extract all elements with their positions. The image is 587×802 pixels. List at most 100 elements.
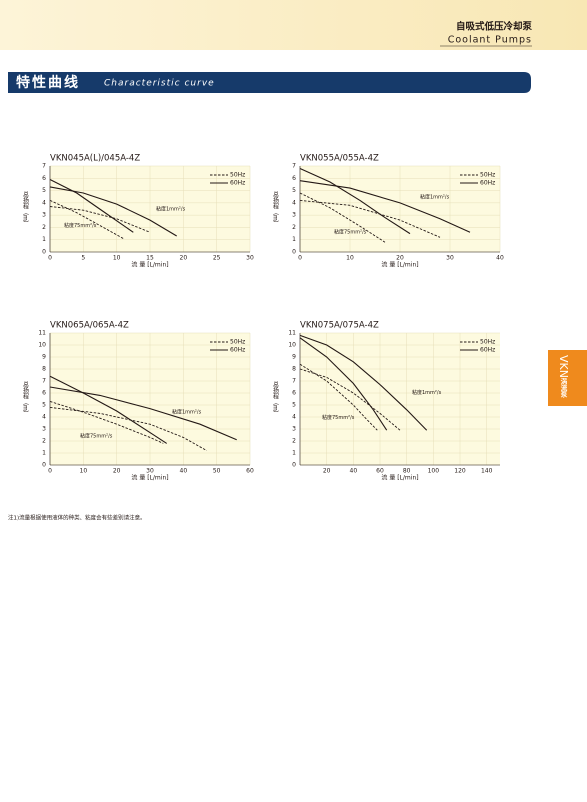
x-tick-label: 10 bbox=[346, 255, 354, 262]
legend-label: 60Hz bbox=[230, 180, 245, 187]
y-tick-label: 7 bbox=[292, 378, 296, 385]
y-tick-label: 5 bbox=[42, 402, 46, 409]
x-tick-label: 15 bbox=[146, 255, 154, 262]
header-subtitle: Coolant Pumps bbox=[448, 35, 532, 46]
y-tick-label: 7 bbox=[42, 163, 46, 170]
x-tick-label: 20 bbox=[180, 255, 188, 262]
x-tick-label: 30 bbox=[146, 468, 154, 475]
y-tick-label: 8 bbox=[292, 366, 296, 373]
x-axis-label: 流 量 [L/min] bbox=[131, 474, 168, 482]
y-tick-label: 5 bbox=[292, 402, 296, 409]
y-tick-label: 1 bbox=[292, 450, 296, 457]
annotation: 粘度1mm²/s bbox=[156, 206, 186, 213]
legend-label: 50Hz bbox=[230, 339, 245, 346]
annotation: 粘度75mm²/s bbox=[80, 432, 113, 439]
x-tick-label: 60 bbox=[376, 468, 384, 475]
annotation: 粘度1mm²/s bbox=[420, 193, 450, 200]
x-tick-label: 20 bbox=[396, 255, 404, 262]
y-tick-label: 6 bbox=[292, 390, 296, 397]
annotation: 粘度1mm²/s bbox=[412, 389, 442, 396]
x-tick-label: 40 bbox=[496, 255, 504, 262]
y-tick-label: 1 bbox=[292, 236, 296, 243]
curve bbox=[299, 180, 471, 233]
curve bbox=[49, 179, 134, 233]
x-tick-label: 80 bbox=[403, 468, 411, 475]
y-axis-label: 总扬程（m） bbox=[272, 380, 279, 417]
y-tick-label: 11 bbox=[38, 330, 46, 337]
y-tick-label: 7 bbox=[292, 163, 296, 170]
plot-area bbox=[300, 333, 500, 465]
y-axis-label: 总扬程（m） bbox=[22, 190, 29, 227]
x-axis-label: 流 量 [L/min] bbox=[131, 261, 168, 269]
x-tick-label: 30 bbox=[446, 255, 454, 262]
curve bbox=[299, 337, 388, 431]
chart-title: VKN065A/065A-4Z bbox=[50, 321, 129, 331]
curve bbox=[49, 406, 207, 451]
x-tick-label: 40 bbox=[350, 468, 358, 475]
y-tick-label: 9 bbox=[42, 354, 46, 361]
y-tick-label: 3 bbox=[42, 426, 46, 433]
y-tick-label: 7 bbox=[42, 378, 46, 385]
section-subtitle: Characteristic curve bbox=[104, 79, 215, 89]
x-tick-label: 40 bbox=[180, 468, 188, 475]
x-axis-label: 流 量 [L/min] bbox=[381, 261, 418, 269]
y-tick-label: 0 bbox=[42, 462, 46, 469]
x-tick-label: 60 bbox=[246, 468, 254, 475]
side-tab bbox=[548, 350, 587, 406]
y-tick-label: 0 bbox=[42, 249, 46, 256]
x-tick-label: 10 bbox=[113, 255, 121, 262]
x-tick-label: 0 bbox=[48, 468, 52, 475]
legend-label: 50Hz bbox=[230, 172, 245, 179]
side-tab-subtitle: 涡流泵 bbox=[559, 377, 568, 399]
legend-label: 50Hz bbox=[480, 172, 495, 179]
section-title: 特性曲线 bbox=[16, 74, 80, 91]
y-tick-label: 9 bbox=[292, 354, 296, 361]
curve bbox=[49, 400, 164, 444]
annotation: 粘度75mm²/s bbox=[322, 414, 355, 421]
curve bbox=[299, 167, 411, 235]
x-tick-label: 120 bbox=[454, 468, 466, 475]
x-tick-label: 25 bbox=[213, 255, 221, 262]
chart-title: VKN055A/055A-4Z bbox=[300, 154, 379, 164]
x-tick-label: 50 bbox=[213, 468, 221, 475]
x-tick-label: 0 bbox=[298, 255, 302, 262]
y-axis-label: 总扬程（m） bbox=[272, 190, 279, 227]
y-tick-label: 3 bbox=[292, 212, 296, 219]
annotation: 粘度75mm²/s bbox=[334, 229, 367, 236]
y-tick-label: 10 bbox=[38, 342, 46, 349]
x-tick-label: 5 bbox=[81, 255, 85, 262]
x-axis-label: 流 量 [L/min] bbox=[381, 474, 418, 482]
y-tick-label: 11 bbox=[288, 330, 296, 337]
legend-label: 60Hz bbox=[480, 180, 495, 187]
y-tick-label: 6 bbox=[42, 175, 46, 182]
x-tick-label: 0 bbox=[48, 255, 52, 262]
y-tick-label: 2 bbox=[292, 438, 296, 445]
y-tick-label: 2 bbox=[42, 438, 46, 445]
legend-label: 60Hz bbox=[480, 347, 495, 354]
footnote: 注1)流量根据使用液体的种类、粘度会有些差别请注意。 bbox=[8, 514, 146, 522]
curve bbox=[49, 375, 167, 444]
y-tick-label: 1 bbox=[42, 236, 46, 243]
y-tick-label: 0 bbox=[292, 462, 296, 469]
y-tick-label: 6 bbox=[42, 390, 46, 397]
curve bbox=[299, 192, 386, 243]
y-tick-label: 4 bbox=[292, 199, 296, 206]
y-tick-label: 2 bbox=[292, 224, 296, 231]
curve bbox=[299, 363, 378, 431]
y-tick-label: 8 bbox=[42, 366, 46, 373]
curve bbox=[299, 368, 401, 431]
curve bbox=[299, 334, 428, 431]
y-axis-label: 总扬程（m） bbox=[22, 380, 29, 417]
chart-title: VKN075A/075A-4Z bbox=[300, 321, 379, 331]
y-tick-label: 3 bbox=[292, 426, 296, 433]
x-tick-label: 20 bbox=[113, 468, 121, 475]
x-tick-label: 10 bbox=[80, 468, 88, 475]
x-tick-label: 140 bbox=[481, 468, 493, 475]
legend-label: 50Hz bbox=[480, 339, 495, 346]
y-tick-label: 10 bbox=[288, 342, 296, 349]
y-tick-label: 6 bbox=[292, 175, 296, 182]
curve bbox=[49, 199, 124, 239]
curve bbox=[299, 199, 441, 238]
side-tab-title: VKN bbox=[557, 355, 570, 378]
